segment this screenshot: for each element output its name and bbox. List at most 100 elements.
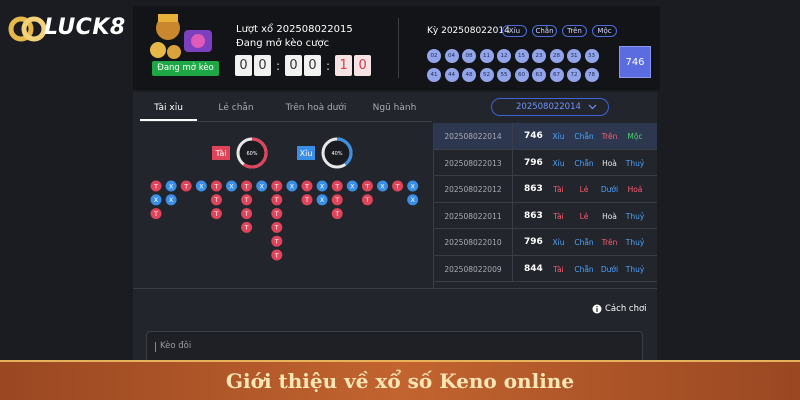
road-letter: X (229, 182, 234, 190)
road-bead (241, 180, 253, 192)
tab[interactable]: Trên hoà dưới (285, 103, 347, 113)
logo-icon (8, 16, 47, 42)
road-bead (286, 180, 298, 192)
history-period: 202508022013 (444, 158, 502, 168)
countdown-digit: 1 (335, 55, 353, 76)
road-letter: T (274, 196, 279, 204)
ball: 72 (567, 68, 581, 82)
road-letter: T (183, 182, 188, 190)
ball: 63 (532, 68, 546, 82)
tab-bar: Tài xỉu Lẻ chẵn Trên hoà dưới Ngũ hành (140, 96, 432, 122)
road-letter: T (304, 196, 309, 204)
period-select[interactable]: 202508022014 (491, 98, 609, 116)
road-letter: X (169, 182, 174, 190)
history-tag: Mộc (627, 132, 643, 141)
banner: Giới thiệu về xổ số Keno online (0, 360, 800, 400)
road-bead (331, 208, 343, 220)
road-letter: T (364, 196, 369, 204)
road-bead (150, 194, 162, 206)
round-status: Đang mở kèo cược (236, 38, 330, 49)
ball: 02 (427, 49, 441, 63)
road-bead (301, 180, 313, 192)
ball: 44 (444, 68, 459, 82)
road-bead (150, 208, 162, 220)
road-bead (210, 180, 222, 192)
history-row: 202508022009 844 Tài Chẵn Dưới Thuỷ (434, 255, 657, 282)
countdown-separator: : (276, 58, 281, 73)
road-letter: T (244, 210, 249, 218)
status-button[interactable]: Đang mở kèo (152, 61, 219, 76)
history-divider (512, 255, 513, 282)
info-icon (592, 304, 602, 314)
history-divider (512, 229, 513, 255)
road-bead (226, 180, 237, 192)
ball: 33 (584, 49, 599, 63)
road-bead (271, 249, 283, 261)
history-row: 202508022010 796 Xỉu Chẵn Trên Thuỷ (434, 229, 657, 256)
history-period: 202508022011 (444, 211, 502, 221)
draw-tags: Xỉu Chẵn Trên Mộc (502, 25, 617, 37)
history-tag: Chẵn (574, 158, 594, 168)
period-select-value: 202508022014 (516, 102, 581, 112)
divider (398, 18, 399, 78)
history-tag: Dưới (600, 185, 619, 194)
road-letter: T (274, 210, 279, 218)
ball: 15 (514, 49, 529, 63)
draw-label: Kỳ 202508022014 (427, 26, 510, 36)
countdown-digit: 0 (235, 55, 252, 76)
road-bead (241, 194, 253, 206)
road-letter: T (153, 210, 158, 218)
countdown-digit: 0 (354, 55, 372, 76)
draw-tag: Chẵn (532, 25, 557, 37)
stat-percent: 40% (331, 151, 342, 157)
history-period: 202508022012 (444, 185, 502, 194)
ball: 48 (462, 68, 476, 82)
stat-badge (297, 146, 315, 160)
road-bead (195, 180, 207, 192)
bet-input[interactable]: Kèo đôi (146, 331, 643, 363)
road-letter: T (334, 210, 339, 218)
countdown-separator: : (326, 58, 331, 73)
history-tag: Chẵn (574, 264, 594, 274)
history-tag: Xỉu (552, 238, 565, 247)
history-total: 863 (524, 210, 543, 221)
draw-tag: Trên (562, 25, 587, 37)
draw-balls: 02 04 08 11 12 15 23 28 31 33 41 44 48 52 55 60 63 67 72 78 (427, 49, 607, 82)
ball: 08 (462, 49, 476, 63)
road-bead (210, 194, 222, 206)
road-bead (271, 180, 283, 192)
road-letter: T (274, 251, 279, 259)
draw-tag: Xỉu (502, 25, 527, 37)
road-bead (407, 180, 419, 192)
road-letter: X (290, 182, 295, 190)
road-bead (271, 194, 283, 206)
stat-badge (212, 146, 230, 160)
history-total: 844 (524, 263, 543, 274)
bet-input-placeholder: Kèo đôi (160, 341, 192, 351)
history-tag: Hoả (627, 185, 643, 194)
history-total: 796 (524, 157, 543, 168)
road-letter: T (153, 182, 158, 190)
history-tag: Chẵn (574, 238, 594, 247)
help-link[interactable]: Cách chơi (605, 304, 647, 314)
road-bead (301, 194, 313, 206)
road-letter: X (154, 196, 159, 204)
tab[interactable]: Lẻ chẵn (218, 103, 254, 113)
road-bead (316, 194, 328, 206)
history-table: 202508022014 746 Xỉu Chẵn Trên Mộc 20250802201… (433, 123, 657, 288)
round-label: Lượt xổ 202508022015 (236, 24, 353, 35)
tab[interactable]: Ngũ hành (372, 103, 417, 113)
ball: 41 (427, 68, 441, 82)
road-bead (361, 180, 373, 192)
history-tag: Lẻ (579, 211, 589, 221)
history-row: 202508022014 746 Xỉu Chẵn Trên Mộc (434, 123, 657, 150)
road-bead (271, 208, 283, 220)
history-tag: Thuỷ (625, 158, 645, 168)
road-letter: X (380, 182, 385, 190)
tab[interactable]: Tài xỉu (140, 96, 197, 121)
road-letter: X (199, 182, 204, 190)
countdown-digit: 0 (254, 55, 271, 76)
